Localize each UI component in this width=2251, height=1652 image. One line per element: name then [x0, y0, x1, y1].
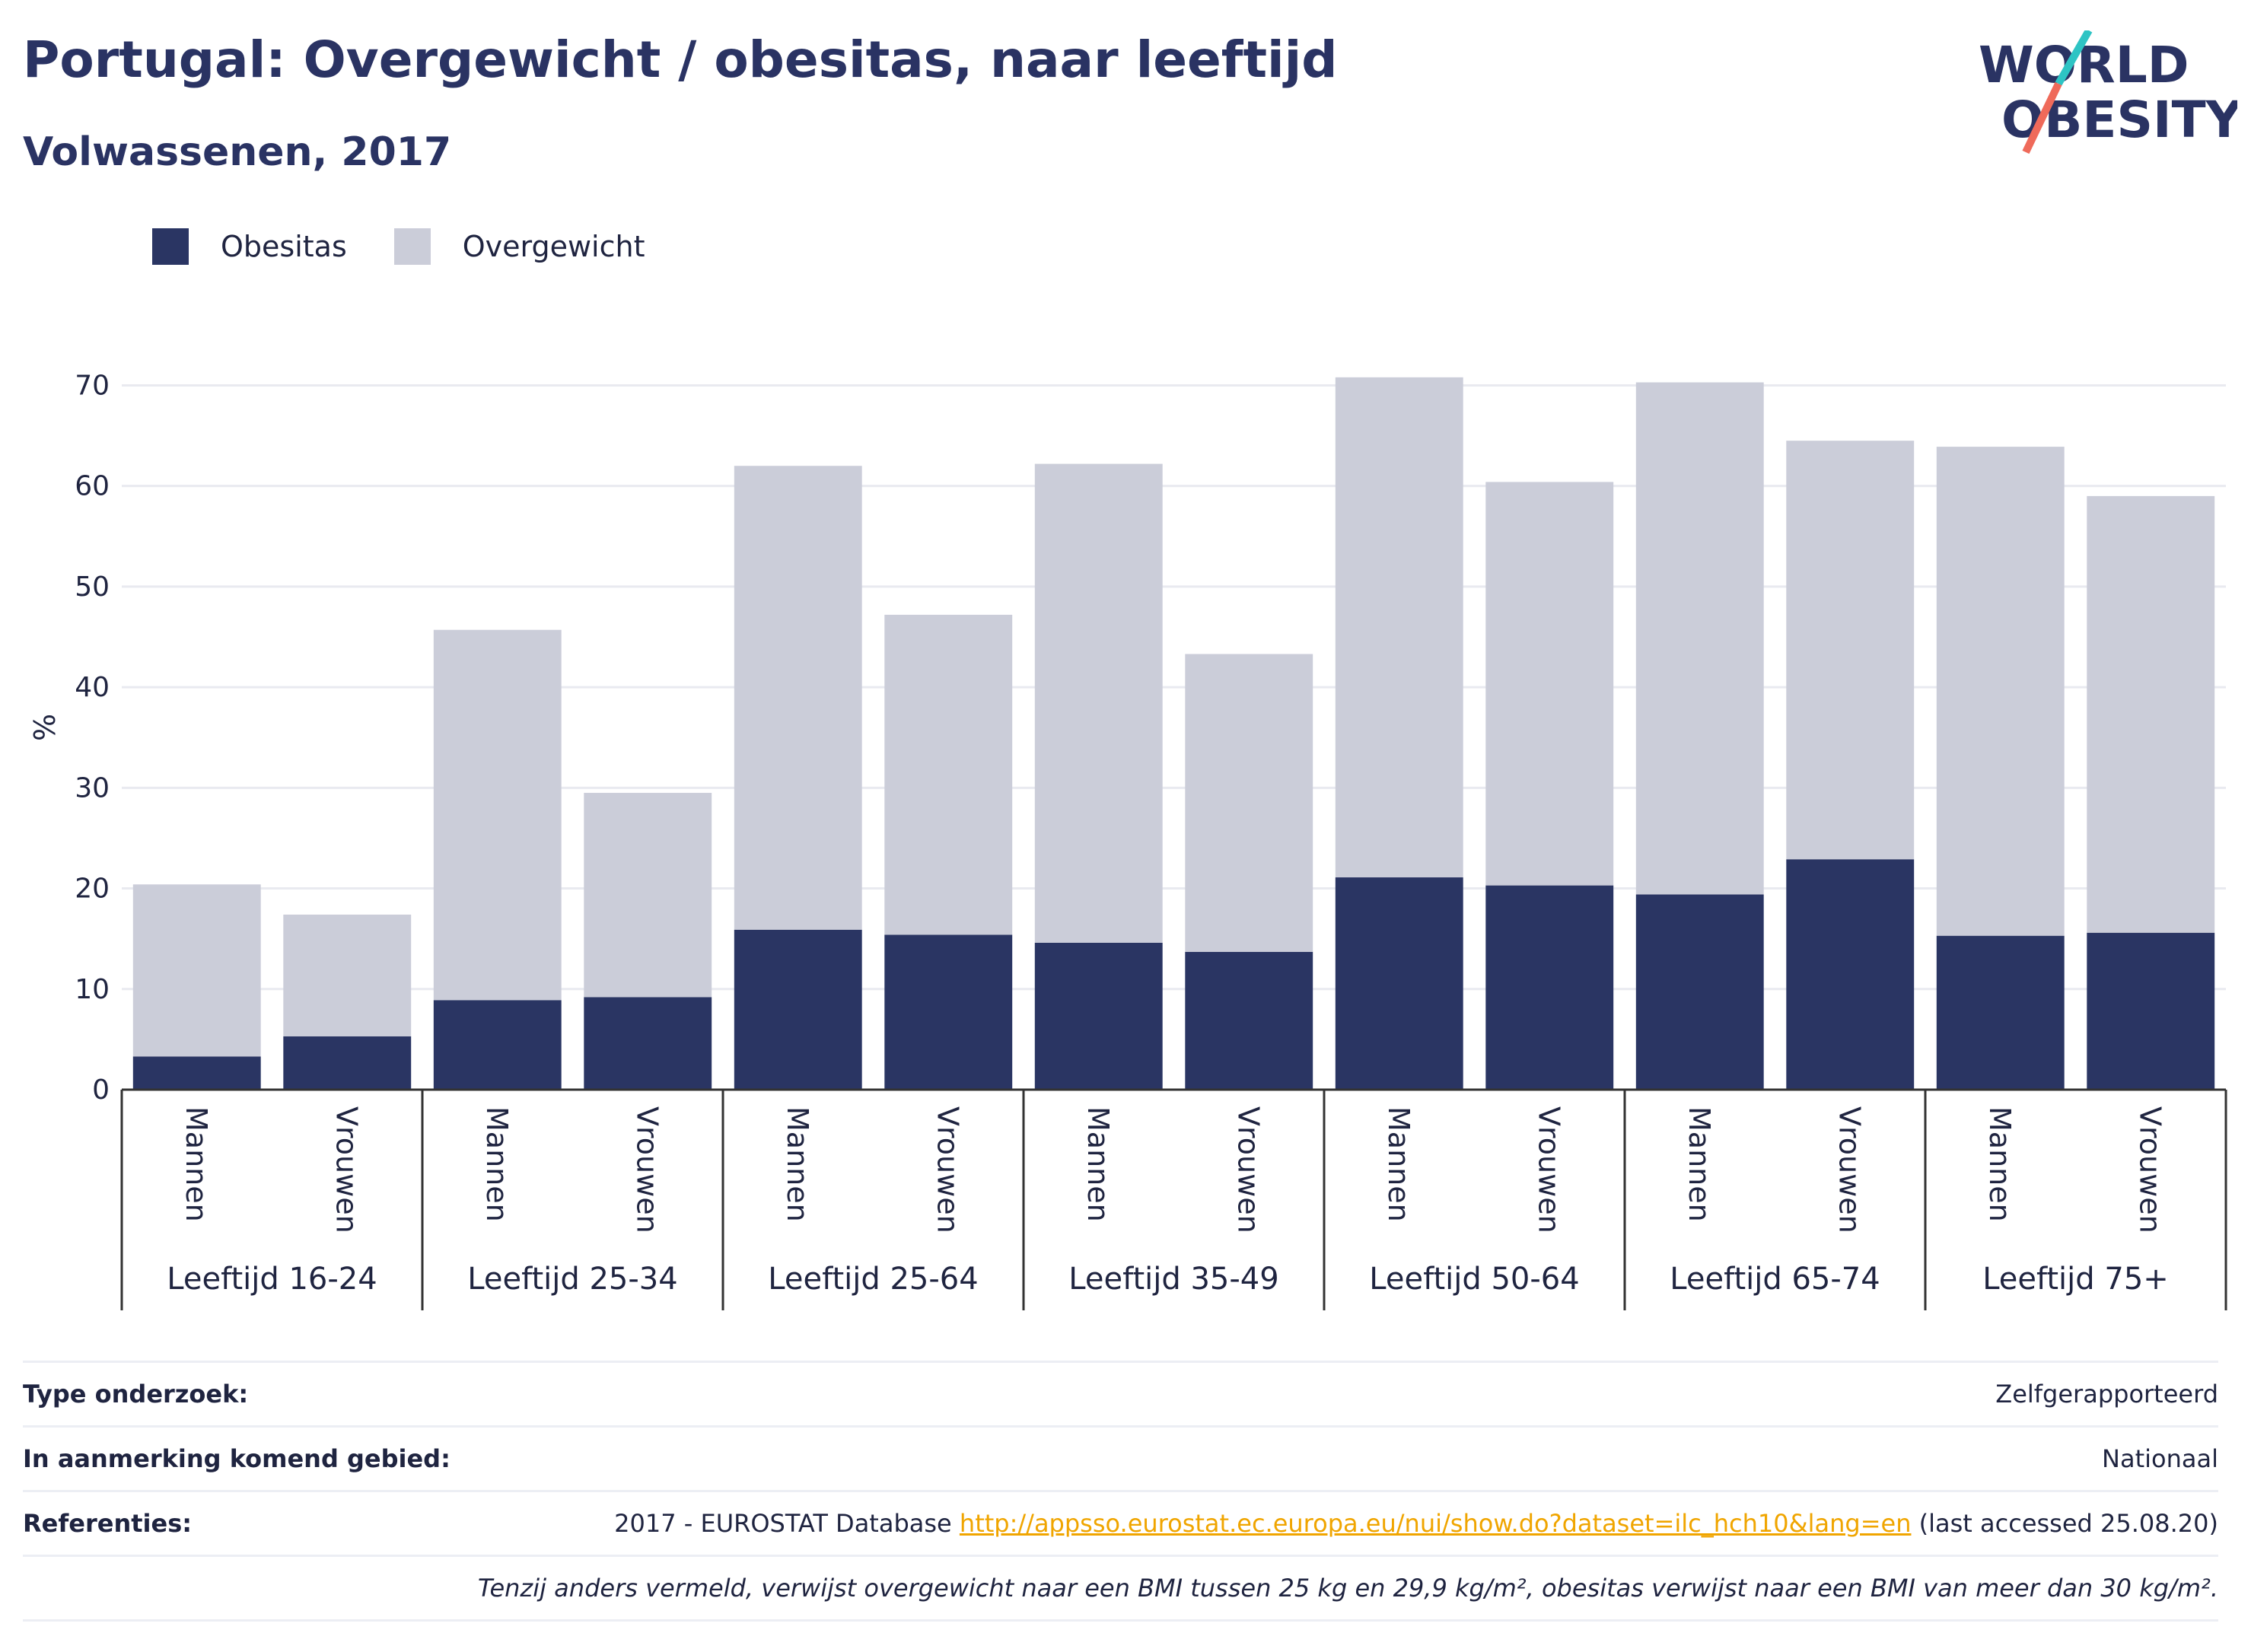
info-table: Type onderzoek: Zelfgerapporteerd In aan…: [23, 1361, 2218, 1622]
y-tick-label: 10: [75, 974, 110, 1005]
bar-overgewicht: [1635, 382, 1764, 895]
x-group-label: Leeftijd 35-49: [1068, 1262, 1278, 1297]
x-subcategory-label: Vrouwen: [1832, 1106, 1866, 1233]
bar-obesitas: [734, 929, 862, 1090]
y-tick-label: 20: [75, 874, 110, 905]
x-group-label: Leeftijd 65-74: [1670, 1262, 1880, 1297]
references-value: 2017 - EUROSTAT Database http://appsso.e…: [614, 1509, 2218, 1538]
legend-label-overgewicht: Overgewicht: [462, 230, 645, 263]
bar-obesitas: [2087, 932, 2215, 1090]
reference-suffix: (last accessed 25.08.20): [1911, 1509, 2218, 1538]
x-subcategory-label: Vrouwen: [1231, 1106, 1265, 1233]
reference-link[interactable]: http://appsso.eurostat.ec.europa.eu/nui/…: [959, 1509, 1912, 1538]
survey-type-label: Type onderzoek:: [23, 1380, 249, 1408]
legend-label-obesitas: Obesitas: [221, 230, 347, 263]
x-group-label: Leeftijd 16-24: [167, 1262, 377, 1297]
x-subcategory-label: Vrouwen: [1532, 1106, 1565, 1233]
bar-obesitas: [132, 1056, 261, 1090]
reference-prefix: 2017 - EUROSTAT Database: [614, 1509, 960, 1538]
info-row-note: Tenzij anders vermeld, verwijst overgewi…: [23, 1557, 2218, 1622]
x-group-label: Leeftijd 25-64: [768, 1262, 978, 1297]
bar-overgewicht: [1034, 463, 1163, 943]
x-subcategory-label: Mannen: [180, 1106, 213, 1222]
x-subcategory-label: Mannen: [1382, 1106, 1415, 1222]
area-value: Nationaal: [2102, 1444, 2218, 1473]
bar-overgewicht: [132, 884, 261, 1057]
bar-obesitas: [433, 1000, 562, 1090]
bar-obesitas: [283, 1036, 412, 1090]
chart-legend: Obesitas Overgewicht: [152, 225, 676, 268]
legend-item-obesitas: Obesitas: [152, 228, 347, 265]
bar-obesitas: [1786, 859, 1915, 1090]
bar-overgewicht: [2087, 495, 2215, 933]
x-subcategory-label: Vrouwen: [630, 1106, 664, 1233]
y-tick-label: 70: [75, 370, 110, 401]
bar-overgewicht: [283, 914, 412, 1036]
bar-obesitas: [584, 997, 712, 1090]
x-subcategory-label: Mannen: [1081, 1106, 1115, 1222]
bar-overgewicht: [433, 629, 562, 1001]
legend-swatch-overgewicht: [393, 228, 431, 265]
bar-obesitas: [1936, 935, 2065, 1090]
y-tick-label: 30: [75, 772, 110, 804]
bar-obesitas: [884, 934, 1013, 1090]
x-subcategory-label: Mannen: [781, 1106, 814, 1222]
bar-overgewicht: [1185, 654, 1313, 952]
x-subcategory-label: Vrouwen: [330, 1106, 363, 1233]
page-title: Portugal: Overgewicht / obesitas, naar l…: [23, 30, 1338, 89]
info-row-survey: Type onderzoek: Zelfgerapporteerd: [23, 1361, 2218, 1428]
stacked-bar-chart: 0 10 20 30 40 50 60 70% Mannen Vrouwen Mannen Vrouw…: [28, 370, 2227, 1310]
x-group-label: Leeftijd 25-34: [467, 1262, 677, 1297]
x-subcategory-label: Vrouwen: [931, 1106, 964, 1233]
area-label: In aanmerking komend gebied:: [23, 1444, 451, 1473]
y-tick-label: 40: [75, 672, 110, 703]
bmi-note: Tenzij anders vermeld, verwijst overgewi…: [477, 1574, 2218, 1603]
legend-item-overgewicht: Overgewicht: [393, 228, 645, 265]
bar-obesitas: [1335, 877, 1463, 1090]
x-group-label: Leeftijd 50-64: [1369, 1262, 1579, 1297]
info-row-references: Referenties: 2017 - EUROSTAT Database ht…: [23, 1492, 2218, 1557]
y-tick-label: 50: [75, 571, 110, 603]
bar-obesitas: [1635, 894, 1764, 1090]
svg-text:OBESITY: OBESITY: [2001, 91, 2237, 149]
world-obesity-logo: WORLD OBESITY: [1979, 30, 2237, 154]
x-group-label: Leeftijd 75+: [1982, 1262, 2169, 1297]
y-tick-label: 0: [92, 1074, 110, 1106]
bar-obesitas: [1485, 885, 1614, 1090]
x-subcategory-label: Vrouwen: [2133, 1106, 2167, 1233]
bar-overgewicht: [1335, 377, 1463, 878]
bar-obesitas: [1185, 951, 1313, 1090]
bar-overgewicht: [1786, 441, 1915, 860]
survey-type-value: Zelfgerapporteerd: [1995, 1380, 2218, 1408]
bar-overgewicht: [884, 614, 1013, 935]
bar-overgewicht: [1936, 447, 2065, 936]
page-subtitle: Volwassenen, 2017: [23, 129, 452, 175]
bar-overgewicht: [734, 466, 862, 930]
y-tick-label: 60: [75, 471, 110, 502]
y-axis-label: %: [28, 714, 62, 741]
bar-overgewicht: [1485, 482, 1614, 886]
bar-overgewicht: [584, 792, 712, 998]
info-row-area: In aanmerking komend gebied: Nationaal: [23, 1428, 2218, 1492]
x-subcategory-label: Mannen: [1983, 1106, 2017, 1222]
references-label: Referenties:: [23, 1509, 193, 1538]
x-subcategory-label: Mannen: [1683, 1106, 1716, 1222]
bar-obesitas: [1034, 942, 1163, 1090]
legend-swatch-obesitas: [152, 228, 189, 265]
x-subcategory-label: Mannen: [480, 1106, 514, 1222]
